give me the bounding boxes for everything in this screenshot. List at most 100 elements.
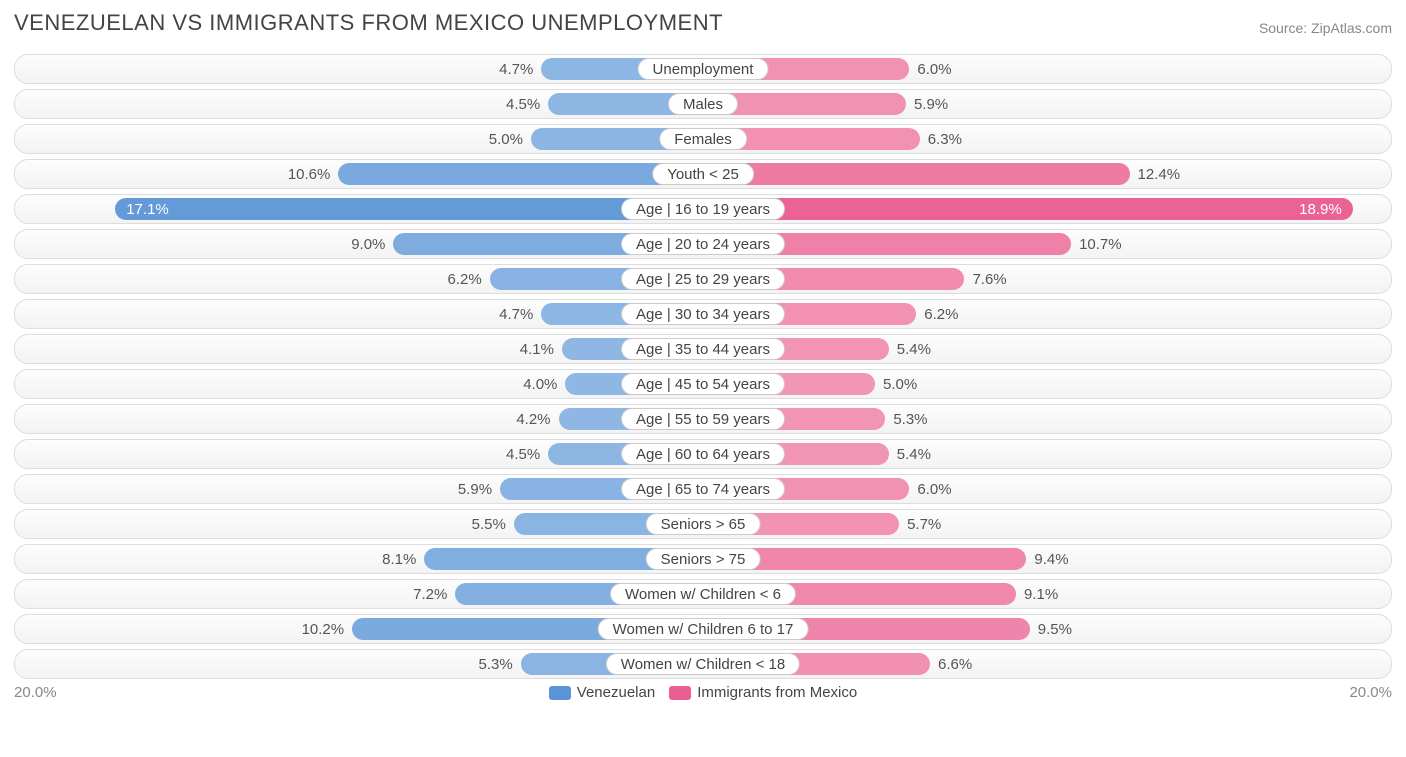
- bar-side-left: 6.2%: [15, 265, 703, 293]
- chart-footer: 20.0% VenezuelanImmigrants from Mexico 2…: [14, 684, 1392, 701]
- legend-label: Immigrants from Mexico: [697, 684, 857, 701]
- category-label: Age | 35 to 44 years: [621, 338, 785, 360]
- chart-row: 7.2% 9.1% Women w/ Children < 6: [14, 579, 1392, 609]
- bar-right: [703, 198, 1353, 220]
- chart-row: 4.5% 5.9% Males: [14, 89, 1392, 119]
- bar-side-left: 4.7%: [15, 300, 703, 328]
- bar-side-left: 10.6%: [15, 160, 703, 188]
- bar-value-right: 5.4%: [897, 440, 931, 468]
- bar-value-right: 6.0%: [917, 55, 951, 83]
- bar-value-right: 5.7%: [907, 510, 941, 538]
- chart-title: VENEZUELAN VS IMMIGRANTS FROM MEXICO UNE…: [14, 10, 723, 36]
- category-label: Women w/ Children < 6: [610, 583, 796, 605]
- bar-side-right: 9.1%: [703, 580, 1391, 608]
- bar-value-right: 9.1%: [1024, 580, 1058, 608]
- chart-row: 4.5% 5.4% Age | 60 to 64 years: [14, 439, 1392, 469]
- bar-value-right: 5.9%: [914, 90, 948, 118]
- category-label: Age | 65 to 74 years: [621, 478, 785, 500]
- bar-side-left: 4.5%: [15, 90, 703, 118]
- bar-side-left: 17.1%: [15, 195, 703, 223]
- bar-side-right: 5.0%: [703, 370, 1391, 398]
- bar-left: [338, 163, 703, 185]
- chart-row: 5.3% 6.6% Women w/ Children < 18: [14, 649, 1392, 679]
- chart-row: 10.6% 12.4% Youth < 25: [14, 159, 1392, 189]
- chart-row: 4.2%5.3%Age | 55 to 59 years: [14, 404, 1392, 434]
- bar-value-right: 7.6%: [972, 265, 1006, 293]
- bar-side-right: 18.9%: [703, 195, 1391, 223]
- bar-side-left: 4.1%: [15, 335, 703, 363]
- chart-row: 4.0%5.0%Age | 45 to 54 years: [14, 369, 1392, 399]
- legend-swatch: [549, 686, 571, 700]
- bar-value-left: 17.1%: [126, 195, 169, 223]
- chart-header: VENEZUELAN VS IMMIGRANTS FROM MEXICO UNE…: [14, 10, 1392, 36]
- bar-side-left: 5.3%: [15, 650, 703, 678]
- bar-side-right: 5.9%: [703, 90, 1391, 118]
- bar-value-left: 5.9%: [458, 475, 492, 503]
- bar-side-right: 10.7%: [703, 230, 1391, 258]
- bar-side-left: 7.2%: [15, 580, 703, 608]
- chart-row: 4.1% 5.4%Age | 35 to 44 years: [14, 334, 1392, 364]
- bar-side-right: 6.2%: [703, 300, 1391, 328]
- bar-value-left: 4.5%: [506, 90, 540, 118]
- bar-value-left: 10.2%: [302, 615, 345, 643]
- bar-value-right: 6.6%: [938, 650, 972, 678]
- category-label: Unemployment: [638, 58, 769, 80]
- bar-side-right: 5.3%: [703, 405, 1391, 433]
- category-label: Age | 30 to 34 years: [621, 303, 785, 325]
- bar-value-right: 9.5%: [1038, 615, 1072, 643]
- bar-side-right: 6.3%: [703, 125, 1391, 153]
- bar-value-left: 5.0%: [489, 125, 523, 153]
- bar-side-right: 6.0%: [703, 55, 1391, 83]
- bar-value-right: 9.4%: [1034, 545, 1068, 573]
- legend-label: Venezuelan: [577, 684, 655, 701]
- bar-value-right: 6.2%: [924, 300, 958, 328]
- bar-value-left: 5.3%: [478, 650, 512, 678]
- category-label: Seniors > 75: [646, 548, 761, 570]
- legend-swatch: [669, 686, 691, 700]
- bar-side-right: 12.4%: [703, 160, 1391, 188]
- category-label: Age | 60 to 64 years: [621, 443, 785, 465]
- chart-row: 8.1% 9.4% Seniors > 75: [14, 544, 1392, 574]
- bar-side-left: 5.5%: [15, 510, 703, 538]
- category-label: Males: [668, 93, 738, 115]
- chart-row: 5.5% 5.7% Seniors > 65: [14, 509, 1392, 539]
- bar-value-left: 4.1%: [520, 335, 554, 363]
- category-label: Age | 45 to 54 years: [621, 373, 785, 395]
- bar-side-right: 7.6%: [703, 265, 1391, 293]
- bar-side-left: 4.2%: [15, 405, 703, 433]
- category-label: Age | 16 to 19 years: [621, 198, 785, 220]
- chart-row: 6.2%7.6%Age | 25 to 29 years: [14, 264, 1392, 294]
- bar-side-left: 8.1%: [15, 545, 703, 573]
- bar-side-left: 9.0%: [15, 230, 703, 258]
- bar-value-left: 4.7%: [499, 300, 533, 328]
- bar-value-left: 6.2%: [448, 265, 482, 293]
- axis-label-left: 20.0%: [14, 684, 57, 701]
- category-label: Seniors > 65: [646, 513, 761, 535]
- bar-value-left: 4.2%: [516, 405, 550, 433]
- bar-value-right: 12.4%: [1138, 160, 1181, 188]
- chart-legend: Venezuelan Immigrants from Mexico: [57, 684, 1350, 701]
- category-label: Women w/ Children 6 to 17: [598, 618, 809, 640]
- chart-row: 9.0%10.7%Age | 20 to 24 years: [14, 229, 1392, 259]
- bar-value-left: 7.2%: [413, 580, 447, 608]
- bar-side-left: 4.0%: [15, 370, 703, 398]
- bar-side-left: 5.0%: [15, 125, 703, 153]
- bar-value-left: 4.7%: [499, 55, 533, 83]
- bar-value-left: 8.1%: [382, 545, 416, 573]
- bar-side-right: 5.7%: [703, 510, 1391, 538]
- category-label: Youth < 25: [652, 163, 754, 185]
- bar-side-right: 5.4%: [703, 440, 1391, 468]
- chart-row: 5.0% 6.3%Females: [14, 124, 1392, 154]
- bar-side-left: 4.5%: [15, 440, 703, 468]
- bar-value-right: 6.0%: [917, 475, 951, 503]
- bar-side-right: 5.4%: [703, 335, 1391, 363]
- bar-left: [115, 198, 703, 220]
- category-label: Age | 20 to 24 years: [621, 233, 785, 255]
- chart-source: Source: ZipAtlas.com: [1259, 20, 1392, 36]
- category-label: Women w/ Children < 18: [606, 653, 800, 675]
- bar-side-left: 5.9%: [15, 475, 703, 503]
- bar-value-right: 5.3%: [893, 405, 927, 433]
- bar-value-right: 18.9%: [1299, 195, 1342, 223]
- bar-side-right: 6.6%: [703, 650, 1391, 678]
- category-label: Females: [659, 128, 747, 150]
